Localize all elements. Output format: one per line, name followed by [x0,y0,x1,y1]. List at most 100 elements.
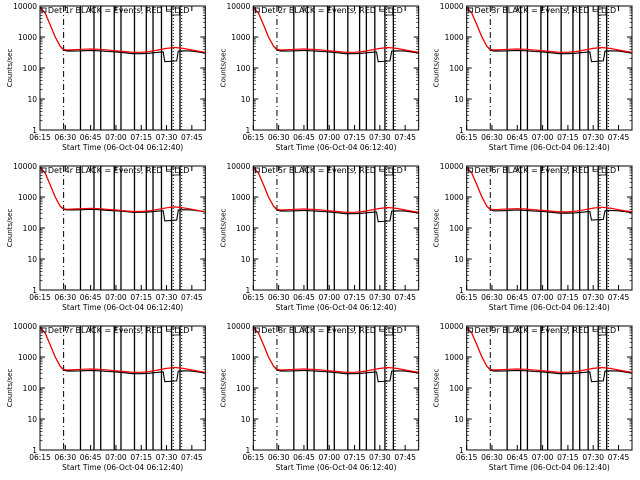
x-tick-label: 07:15 [557,453,579,462]
corner-box-marker [468,7,474,13]
x-tick-label: 06:15 [243,133,265,142]
y-tick-label: 1 [32,286,37,295]
x-tick-label: 06:30 [268,133,290,142]
y-axis-label: Counts/sec [219,49,227,88]
y-tick-label: 100 [23,64,38,73]
x-axis-label: Start Time (06-Oct-04 06:12:40) [62,143,183,152]
y-tick-label: 10000 [226,2,250,11]
series-line-lld [466,166,632,213]
plot-area [253,326,419,450]
plot-area [40,6,206,130]
y-tick-label: 100 [449,384,464,393]
series-line-lld [40,6,206,53]
corner-box-marker [254,167,260,173]
y-tick-label: 10000 [13,322,37,331]
x-axis-label: Start Time (06-Oct-04 06:12:40) [275,463,396,472]
x-tick-label: 06:15 [243,293,265,302]
x-tick-label: 06:30 [54,293,76,302]
x-axis-label: Start Time (06-Oct-04 06:12:40) [62,463,183,472]
x-tick-label: 07:30 [369,133,391,142]
chart-title: Det 3r BLACK = Events, RED = LLD [475,6,617,15]
x-tick-label: 06:30 [54,453,76,462]
series-line-lld [253,166,419,213]
x-tick-label: 06:15 [456,453,478,462]
y-tick-label: 10000 [13,162,37,171]
y-tick-label: 100 [23,224,38,233]
corner-box-marker [170,7,180,16]
corner-box-marker [41,167,47,173]
series-line-lld [253,6,419,53]
series-line-lld [466,326,632,373]
y-tick-label: 1000 [445,193,464,202]
x-tick-label: 07:30 [369,293,391,302]
y-tick-label: 10 [27,95,37,104]
corner-box-marker [384,7,394,16]
x-axis-label: Start Time (06-Oct-04 06:12:40) [62,303,183,312]
y-tick-label: 10 [454,415,464,424]
x-tick-label: 06:45 [80,453,102,462]
x-tick-label: 07:15 [557,293,579,302]
x-tick-label: 07:45 [608,293,630,302]
y-tick-label: 10 [454,255,464,264]
x-tick-label: 06:15 [243,453,265,462]
chart-title: Det 7r BLACK = Events, RED = LLD [48,326,190,335]
x-tick-label: 07:45 [394,453,416,462]
y-tick-label: 1000 [231,33,250,42]
y-tick-label: 1000 [445,353,464,362]
x-tick-label: 07:30 [582,293,604,302]
x-tick-label: 06:15 [456,293,478,302]
y-axis-label: Counts/sec [219,209,227,248]
x-tick-label: 07:45 [394,293,416,302]
x-tick-label: 06:30 [268,453,290,462]
corner-box-marker [254,7,260,13]
plot-area [40,326,206,450]
chart-title: Det 6r BLACK = Events, RED = LLD [475,166,617,175]
y-tick-label: 10000 [440,322,464,331]
y-tick-label: 1000 [231,353,250,362]
chart-title: Det 5r BLACK = Events, RED = LLD [261,166,403,175]
series-line-lld [40,326,206,373]
corner-box-marker [254,327,260,333]
plot-area [466,326,632,450]
x-axis-label: Start Time (06-Oct-04 06:12:40) [275,303,396,312]
x-tick-label: 07:30 [582,453,604,462]
corner-box-marker [41,327,47,333]
y-tick-label: 1 [459,446,464,455]
y-tick-label: 100 [236,224,251,233]
corner-box-marker [41,7,47,13]
y-tick-label: 1000 [18,353,37,362]
x-tick-label: 07:30 [582,133,604,142]
y-tick-label: 10 [241,95,251,104]
x-tick-label: 06:45 [293,453,315,462]
y-axis-label: Counts/sec [6,369,14,408]
plot-area [40,166,206,290]
corner-box-marker [597,167,607,176]
y-axis-label: Counts/sec [433,49,441,88]
series-line-lld [253,326,419,373]
x-tick-label: 06:30 [481,133,503,142]
y-tick-label: 1 [32,126,37,135]
corner-box-marker [597,327,607,336]
y-tick-label: 100 [449,224,464,233]
y-axis-label: Counts/sec [6,209,14,248]
y-tick-label: 1 [246,126,251,135]
x-tick-label: 06:45 [506,453,528,462]
x-tick-label: 06:15 [29,453,51,462]
y-tick-label: 10 [241,255,251,264]
x-tick-label: 06:45 [506,133,528,142]
x-axis-label: Start Time (06-Oct-04 06:12:40) [275,143,396,152]
y-tick-label: 10000 [226,162,250,171]
plot-area [466,6,632,130]
x-tick-label: 07:15 [130,293,152,302]
y-tick-label: 1000 [18,33,37,42]
corner-box-marker [170,167,180,176]
chart-title: Det 2r BLACK = Events, RED = LLD [261,6,403,15]
y-tick-label: 1 [459,126,464,135]
y-tick-label: 10 [27,255,37,264]
x-tick-label: 06:15 [29,293,51,302]
x-tick-label: 07:45 [181,453,203,462]
y-tick-label: 10000 [226,322,250,331]
